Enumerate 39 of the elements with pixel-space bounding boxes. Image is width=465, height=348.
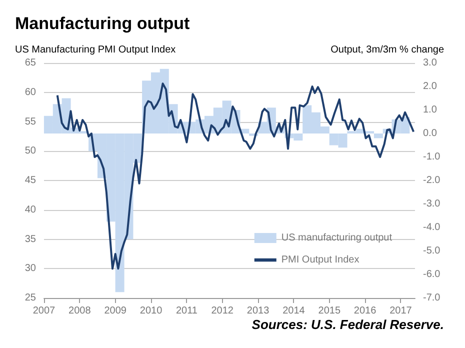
y2-axis-title: Output, 3m/3m % change xyxy=(330,44,444,56)
x-tick-label: 2015 xyxy=(318,306,341,316)
y-tick-label: 30 xyxy=(24,263,36,274)
y-tick-label: 35 xyxy=(24,234,36,245)
x-tick-label: 2012 xyxy=(211,306,234,316)
y2-tick-label: 3.0 xyxy=(423,58,438,68)
line-series xyxy=(56,82,415,270)
y2-tick-label: -7.0 xyxy=(423,292,441,304)
source-note: Sources: U.S. Federal Reserve. xyxy=(252,317,444,332)
x-tick-label: 2014 xyxy=(282,306,306,316)
y-tick-label: 25 xyxy=(24,292,36,304)
legend-label: US manufacturing output xyxy=(281,232,392,244)
y-tick-label: 40 xyxy=(24,204,36,216)
y2-tick-label: -6.0 xyxy=(423,269,441,280)
y2-tick-label: -2.0 xyxy=(423,175,441,186)
bar xyxy=(374,134,383,138)
x-tick-label: 2007 xyxy=(32,306,56,316)
y-tick-label: 45 xyxy=(24,175,36,186)
y2-tick-label: -1.0 xyxy=(423,152,441,162)
y2-tick-label: 0.0 xyxy=(423,128,438,139)
x-tick-label: 2017 xyxy=(390,306,412,316)
y-tick-label: 60 xyxy=(24,86,36,98)
x-tick-label: 2009 xyxy=(104,306,127,316)
y-tick-label: 50 xyxy=(24,146,36,157)
y2-tick-label: 1.0 xyxy=(423,104,438,116)
y2-tick-label: 2.0 xyxy=(423,81,438,92)
x-tick-label: 2010 xyxy=(140,306,163,316)
y2-tick-label: -4.0 xyxy=(423,222,441,233)
legend-label: PMI Output Index xyxy=(281,254,360,266)
y2-tick-label: -5.0 xyxy=(423,246,441,256)
y-axis-title: US Manufacturing PMI Output Index xyxy=(15,44,176,56)
y-tick-label: 65 xyxy=(24,58,36,68)
y2-tick-label: -3.0 xyxy=(423,198,441,210)
x-tick-label: 2011 xyxy=(176,306,198,316)
x-tick-label: 2016 xyxy=(354,306,377,316)
chart-title: Manufacturing output xyxy=(15,14,190,33)
y-tick-label: 55 xyxy=(24,116,36,128)
x-tick-label: 2008 xyxy=(68,306,92,316)
x-tick-label: 2013 xyxy=(246,306,270,316)
